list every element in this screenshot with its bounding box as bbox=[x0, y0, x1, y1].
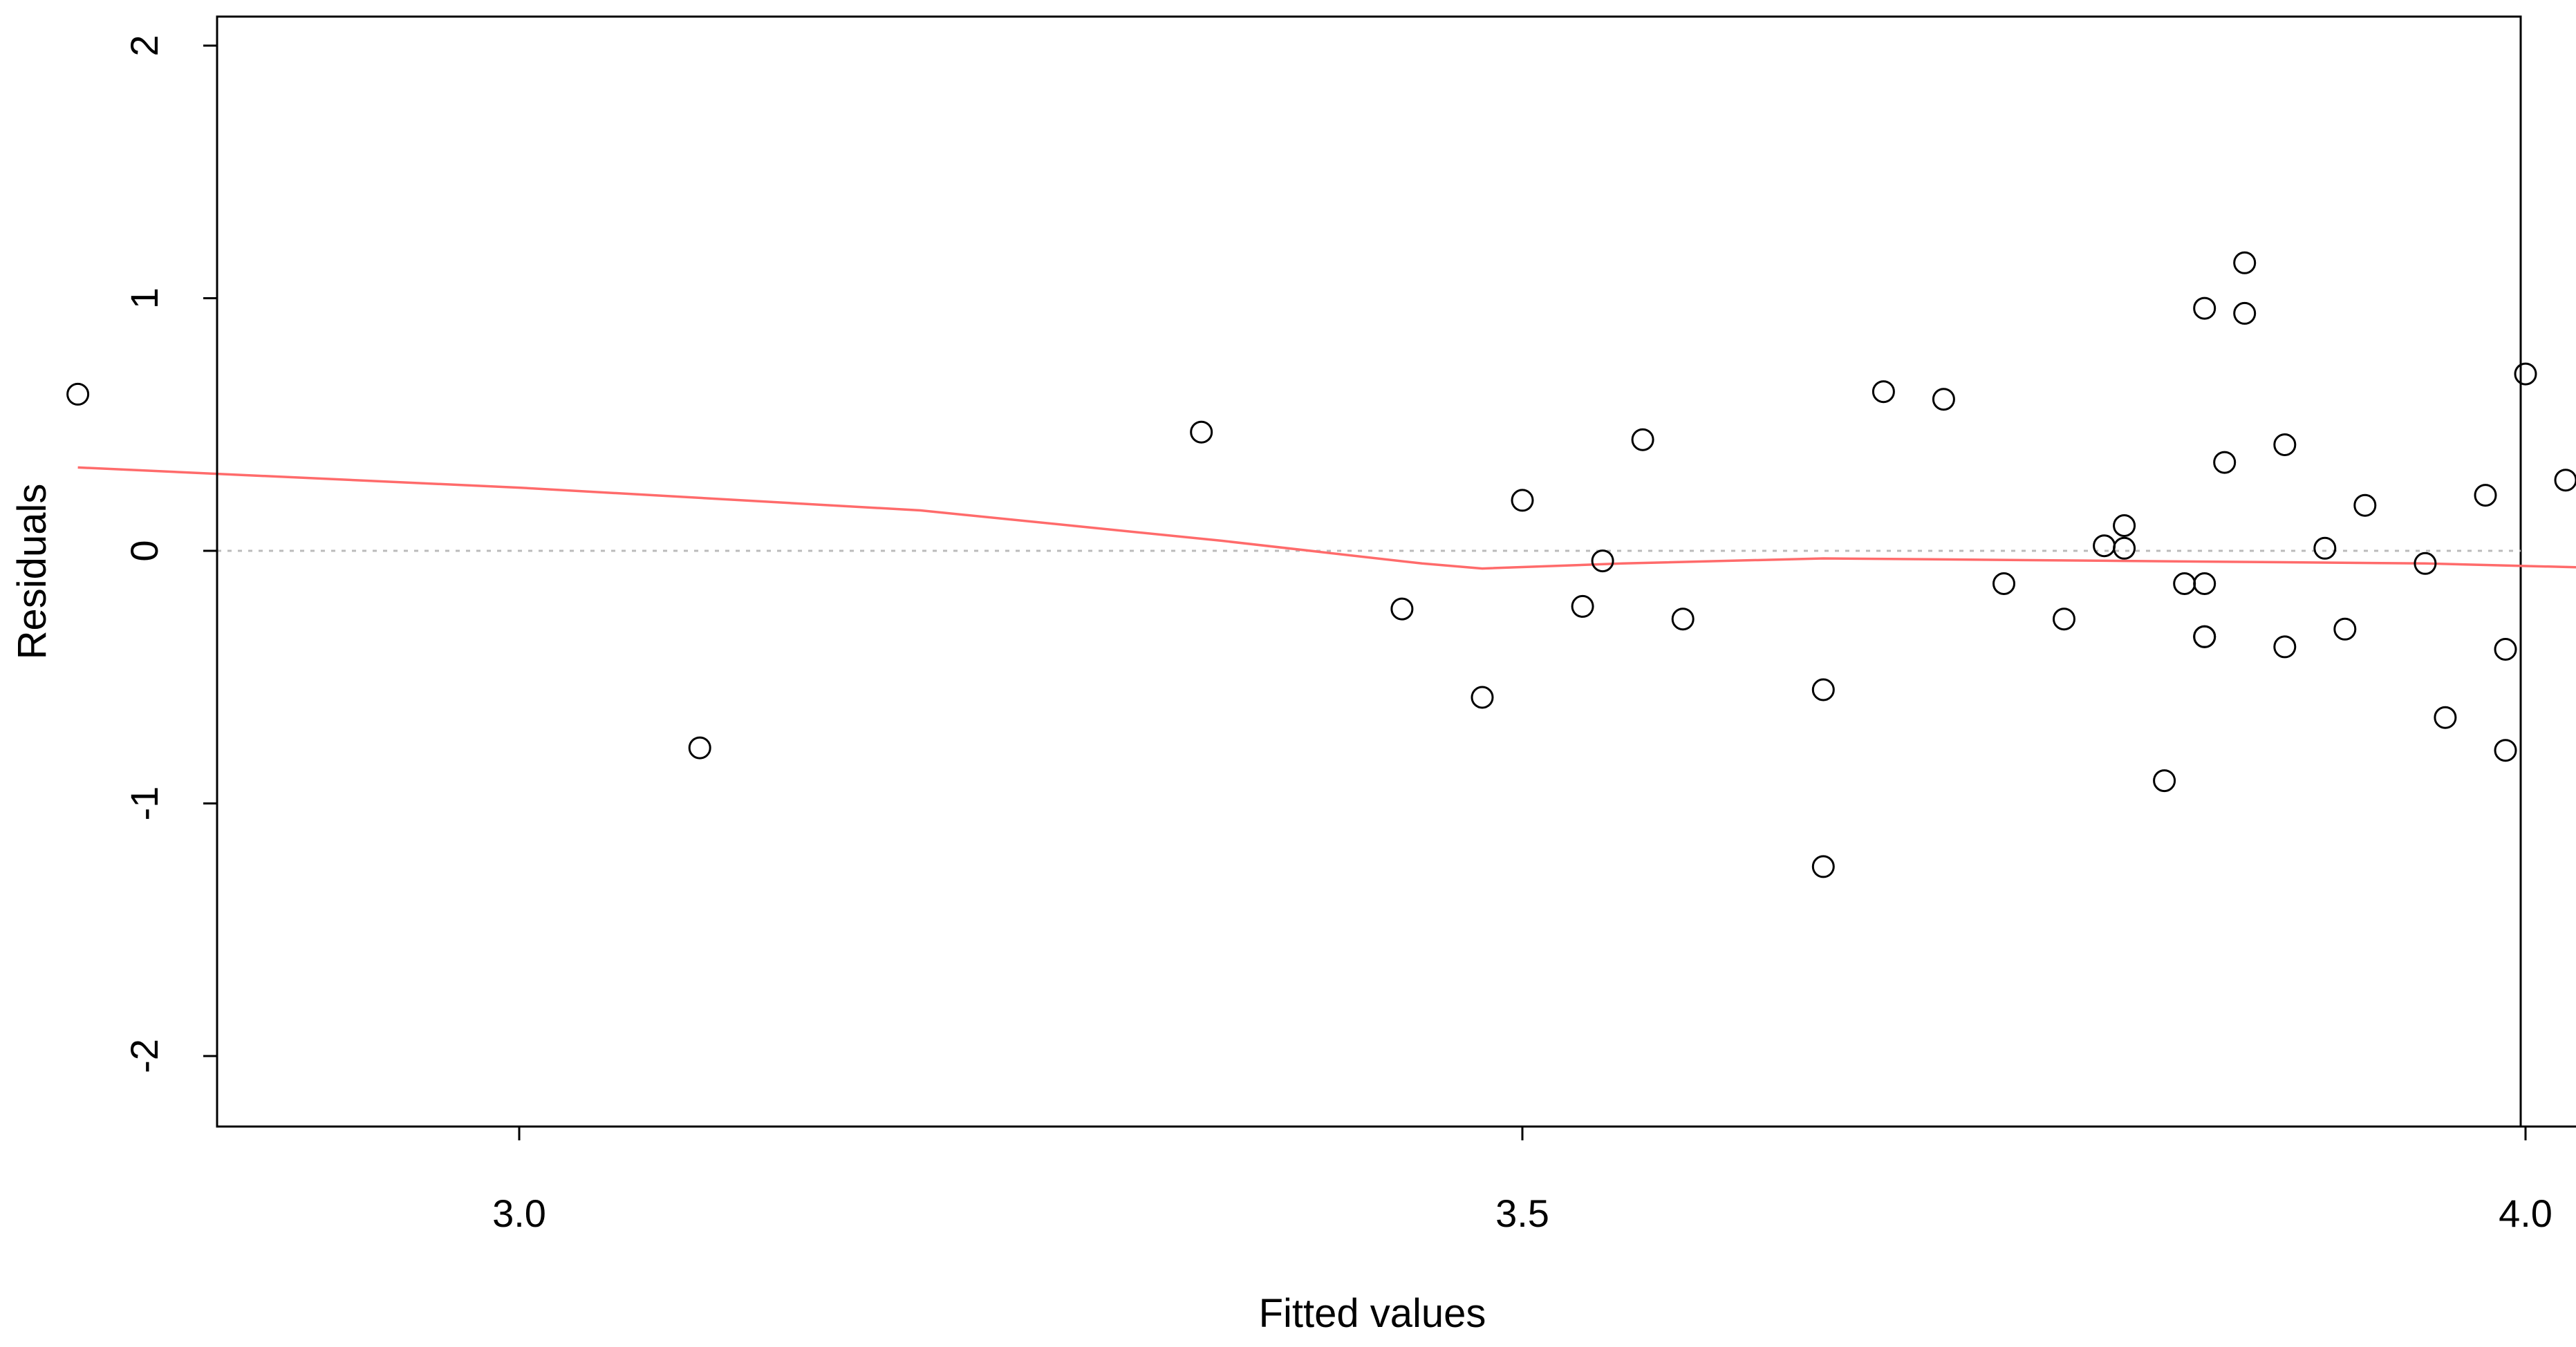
data-point bbox=[2053, 607, 2075, 631]
data-point bbox=[1571, 594, 1594, 618]
data-point bbox=[2193, 625, 2216, 648]
data-point bbox=[2313, 536, 2337, 560]
y-tick-label: -2 bbox=[122, 1039, 166, 1073]
points-layer bbox=[66, 251, 2576, 878]
data-point bbox=[2273, 433, 2297, 456]
smoother-layer bbox=[77, 466, 2576, 570]
data-point bbox=[66, 382, 90, 406]
data-point bbox=[1511, 489, 1534, 512]
data-point bbox=[2353, 493, 2377, 517]
x-tick-label: 4.0 bbox=[2499, 1191, 2552, 1235]
data-point bbox=[2233, 301, 2257, 325]
y-tick-label: 2 bbox=[122, 35, 166, 56]
y-tick-label: 0 bbox=[122, 540, 166, 561]
data-point bbox=[2434, 706, 2457, 729]
data-point bbox=[2333, 617, 2357, 641]
data-point bbox=[1811, 855, 1835, 878]
data-point bbox=[1872, 380, 1895, 404]
data-point bbox=[2153, 769, 2176, 793]
data-point bbox=[1932, 388, 1955, 411]
data-point bbox=[1671, 607, 1695, 631]
x-axis-title: Fitted values bbox=[1259, 1291, 1486, 1336]
data-point bbox=[2494, 638, 2517, 661]
data-point bbox=[1811, 678, 1835, 701]
data-point bbox=[1190, 420, 1213, 444]
data-point bbox=[1390, 597, 1414, 621]
smoother-line bbox=[77, 466, 2576, 570]
data-point bbox=[688, 736, 711, 760]
data-point bbox=[2213, 451, 2237, 474]
data-point bbox=[2414, 552, 2437, 575]
data-point bbox=[1631, 428, 1654, 451]
data-point bbox=[1992, 572, 2015, 595]
data-point bbox=[2494, 739, 2517, 762]
data-point bbox=[1471, 686, 1494, 709]
y-tick-label: -1 bbox=[122, 786, 166, 821]
data-point bbox=[2554, 469, 2576, 492]
data-point bbox=[2193, 296, 2216, 320]
y-axis-title: Residuals bbox=[10, 484, 55, 660]
x-tick-label: 3.5 bbox=[1495, 1191, 1549, 1235]
x-tick-label: 3.0 bbox=[492, 1191, 546, 1235]
data-point bbox=[2233, 251, 2257, 274]
y-axis: -2 -1 0 1 2 bbox=[122, 35, 218, 1073]
data-point bbox=[2514, 362, 2537, 386]
x-axis: 3.03.54.04.55.0 bbox=[492, 1125, 2576, 1235]
data-point bbox=[2474, 484, 2497, 507]
data-point bbox=[2113, 536, 2136, 560]
data-point bbox=[2113, 514, 2136, 537]
data-point bbox=[2193, 572, 2216, 595]
plot-frame bbox=[216, 15, 2522, 1128]
data-point bbox=[2173, 572, 2196, 595]
data-point bbox=[2273, 635, 2297, 659]
data-point bbox=[2093, 534, 2116, 558]
y-tick-label: 1 bbox=[122, 288, 166, 309]
data-point bbox=[1591, 549, 1614, 573]
